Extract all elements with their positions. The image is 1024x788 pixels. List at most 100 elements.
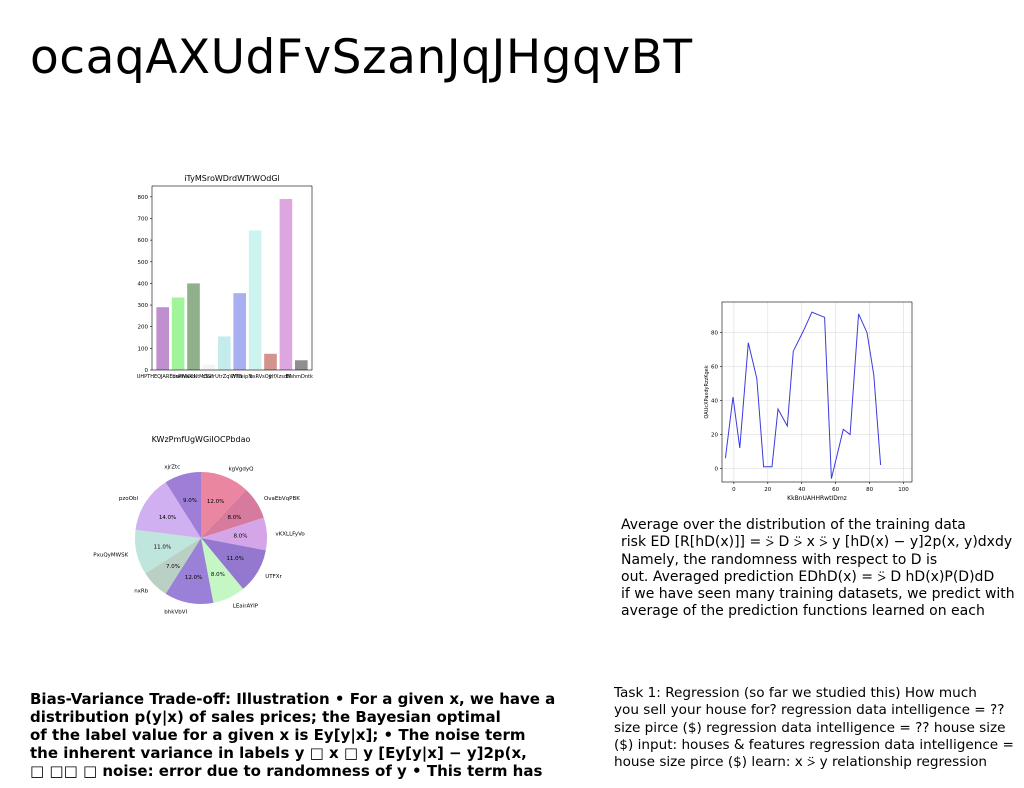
line-chart-figure: 0 20 40 60 80 0 20 40 60 80 100 KkBnUAHHRwtIDmz QAUc… [700, 296, 916, 506]
pie-pct-label: 12.0% [185, 575, 202, 581]
bar-chart-title: iTyMSroWDrdWTrWOdGl [184, 174, 280, 183]
pie-slice [201, 538, 266, 589]
x-tick-label: 20 [764, 487, 771, 493]
bar [233, 293, 247, 370]
pie-slice-label: bhkVbVl [164, 609, 187, 615]
y-tick-label: 200 [138, 325, 149, 331]
pie-slice [165, 538, 214, 604]
pie-slice-label: xjrZtc [164, 464, 180, 470]
y-tick-label: 600 [138, 238, 149, 244]
bar [294, 360, 308, 370]
pie-slice-label: kgVgdyQ [228, 467, 254, 473]
x-tick-label: bsRVsOjt [250, 374, 272, 380]
bar [187, 283, 200, 370]
y-tick-label: 100 [138, 346, 149, 352]
bar [202, 364, 216, 370]
bias-variance-line: the inherent variance in labels y □ x □ … [30, 744, 527, 762]
y-tick-label: 40 [711, 398, 718, 404]
pie-pct-label: 8.0% [211, 572, 225, 578]
x-tick-label: 80 [866, 487, 873, 493]
x-tick-label: 0 [732, 487, 736, 493]
pie-slice-label: vKXLLFyVo [275, 531, 305, 537]
pie-chart: KWzPmfUgWGiIOCPbdao 12.0% kgVgdyQ 8.0% OvaEb… [93, 435, 305, 615]
data-line [724, 311, 882, 479]
right-paragraph-line: risk ED [R[hD(x)]] = ⍩ D ⍩ x ⍩ y [hD(x) … [621, 534, 1013, 551]
x-tick-label: 60 [832, 487, 839, 493]
pie-pct-label: 14.0% [159, 515, 176, 521]
right-paragraph-line: Namely, the randomness with respect to D… [621, 551, 938, 568]
bar [264, 353, 277, 370]
pie-slice [135, 529, 201, 574]
bias-variance-line: distribution p(y|x) of sales prices; the… [30, 708, 501, 726]
bar [171, 297, 185, 370]
x-axis-label: KkBnUAHHRwtIDmz [787, 495, 847, 502]
pie-slice [201, 538, 244, 603]
right-paragraph: Average over the distribution of the tra… [621, 517, 1015, 621]
y-tick-label: 800 [138, 195, 149, 201]
x-tick-label: UHPTHEQJAREdnrWKX [137, 374, 193, 380]
pie-slice-label: UTFXr [265, 574, 282, 580]
pie-pct-label: 11.0% [226, 556, 243, 562]
x-tick-label: 40 [798, 487, 805, 493]
bar [217, 336, 231, 370]
plot-frame [151, 185, 313, 371]
pie-slice-label: pzoObl [119, 496, 139, 502]
pie-slice [201, 517, 267, 551]
y-tick-label: 0 [715, 466, 719, 472]
bias-variance-line: of the label value for a given x is Ey[y… [30, 726, 526, 744]
task-paragraph-line: ($) input: houses & features regression … [614, 736, 1014, 753]
task-paragraph-line: house size pirce ($) learn: x ⍩ y relati… [614, 754, 988, 771]
y-tick-label: 400 [138, 281, 149, 287]
pie-chart-title: KWzPmfUgWGiIOCPbdao [152, 435, 251, 444]
task-paragraph-line: Task 1: Regression (so far we studied th… [614, 685, 977, 701]
y-tick-label: 700 [138, 216, 149, 222]
right-paragraph-line: if we have seen many training datasets, … [621, 586, 1015, 603]
y-axis-label: QAUcXPaxdyRzzKgek [704, 365, 710, 418]
bar [279, 198, 293, 370]
x-tick-label: WhleipN [231, 374, 252, 380]
y-tick-label: 300 [138, 303, 149, 309]
bar [156, 307, 170, 370]
pie-slice [201, 472, 247, 538]
pie-slice-label: OvaEbVqPBK [264, 496, 300, 502]
pie-pct-label: 12.0% [207, 499, 224, 505]
pie-slice [201, 489, 264, 538]
pie-slice [135, 482, 201, 538]
pie-pct-label: 9.0% [183, 498, 197, 504]
y-tick-label: 20 [711, 432, 718, 438]
pie-slice-label: PxuQyMWSK [93, 552, 128, 558]
right-paragraph-line: out. Averaged prediction EDhD(x) = ⍩ D h… [621, 568, 995, 585]
bias-variance-line: Bias-Variance Trade-off: Illustration • … [30, 690, 556, 708]
y-tick-label: 0 [145, 368, 149, 374]
x-tick-label: bsRhiakb [172, 374, 195, 380]
pie-pct-label: 8.0% [227, 515, 241, 521]
page-title: ocaqAXUdFvSzanJqJHgqvBT [30, 30, 693, 85]
y-tick-label: 60 [711, 365, 718, 371]
x-tick-label: 100 [898, 487, 909, 493]
pie-slice-label: nxRb [134, 589, 149, 595]
pie-pct-label: 11.0% [154, 545, 171, 551]
line-chart: 0 20 40 60 80 0 20 40 60 80 100 KkBnUAHHRwtIDmz QAUc… [704, 301, 913, 502]
pie-pct-label: 8.0% [234, 534, 248, 540]
x-tick-label: ElshmDntk [286, 374, 313, 380]
y-tick-label: 80 [711, 331, 718, 337]
task-paragraph: Task 1: Regression (so far we studied th… [614, 685, 1014, 771]
bar [248, 230, 262, 370]
task-paragraph-line: you sell your house for? regression data… [614, 702, 1005, 719]
bias-variance-line: □ □□ □ noise: error due to randomness of… [30, 762, 543, 780]
y-tick-label: 500 [138, 260, 149, 266]
task-paragraph-line: size pirce ($) regression data intellige… [614, 719, 1006, 736]
pie-slice [165, 472, 201, 538]
pie-pct-label: 7.0% [166, 564, 180, 570]
bar-chart-figure: iTyMSroWDrdWTrWOdGl 0 100 200 300 400 500 600 70… [135, 168, 320, 388]
pie-slice [145, 538, 201, 594]
pie-chart-figure: KWzPmfUgWGiIOCPbdao 12.0% kgVgdyQ 8.0% OvaEb… [85, 430, 335, 665]
plot-frame [721, 301, 913, 483]
x-tick-label: yIfXzsdM [269, 374, 291, 380]
right-paragraph-line: Average over the distribution of the tra… [621, 517, 966, 533]
x-tick-label: NtMOGI [193, 374, 212, 380]
pie-slice-label: LEairAYIP [233, 603, 259, 609]
bias-variance-paragraph: Bias-Variance Trade-off: Illustration • … [30, 690, 555, 780]
bar-chart: iTyMSroWDrdWTrWOdGl 0 100 200 300 400 500 600 70… [137, 174, 313, 380]
right-paragraph-line: average of the prediction functions lear… [621, 603, 985, 620]
